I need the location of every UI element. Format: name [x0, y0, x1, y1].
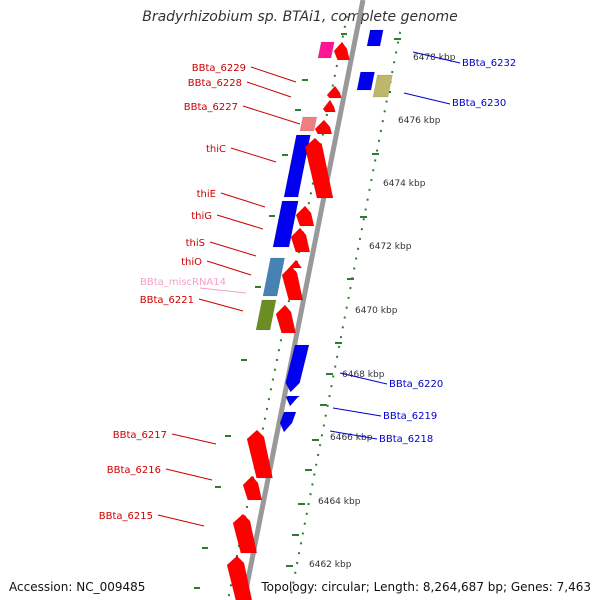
gene-shape-pink [299, 116, 318, 132]
gene-label: BBta_6218 [379, 434, 433, 445]
gene-label-leader [199, 287, 247, 294]
gene-label-leader [216, 214, 264, 230]
gene-shape-bbta-6232 [366, 29, 384, 47]
gene-shape-other [255, 299, 277, 331]
gene-shape-thig [290, 227, 311, 253]
ruler-label: 6470 kbp [355, 306, 398, 316]
gene-shape-forward [226, 555, 253, 600]
gene-label: thiO [181, 257, 202, 268]
gene-shape-bbta-6221 [275, 304, 296, 334]
gene-label: BBta_miscRNA14 [140, 277, 226, 288]
gene-shape-bbta-6215 [232, 513, 258, 554]
gene-label-leader [157, 514, 205, 527]
gene-label: thiE [197, 189, 216, 200]
gene-label: BBta_6230 [452, 98, 506, 109]
gene-label: BBta_6232 [462, 58, 516, 69]
genome-backbone [241, 0, 366, 600]
gene-shape-bbta-6230 [372, 74, 393, 98]
gene-label: BBta_6217 [113, 430, 167, 441]
gene-label: BBta_6215 [99, 511, 153, 522]
gene-label-leader [165, 468, 213, 481]
gene-label: thiC [206, 144, 226, 155]
gene-label: thiS [186, 238, 205, 249]
gene-label: BBta_6221 [140, 295, 194, 306]
outer-track-guide [289, 21, 403, 600]
gene-label: BBta_6219 [383, 411, 437, 422]
gene-shape-thic-blue [283, 134, 311, 198]
ruler-label: 6474 kbp [383, 179, 426, 189]
gene-label-leader [339, 372, 388, 385]
gene-label-leader [412, 51, 461, 64]
gene-shape-thie-blue [272, 200, 299, 248]
map-title: Bradyrhizobium sp. BTAi1, complete genom… [142, 9, 458, 25]
gene-label: BBta_6229 [192, 63, 246, 74]
ruler-label: 6478 kbp [413, 53, 456, 63]
gene-label-leader [250, 66, 297, 83]
gene-shape-bbta-6217 [246, 429, 273, 479]
gene-label: BBta_6227 [184, 102, 238, 113]
gene-label-leader [209, 241, 257, 257]
gene-shape-bbta-6220 [285, 344, 310, 393]
gene-shape-forward [314, 119, 333, 135]
gene-label-leader [230, 147, 277, 163]
gene-shape-bbta-miscrna14 [262, 257, 285, 297]
gene-label: BBta_6216 [107, 465, 161, 476]
gene-label-leader [206, 260, 252, 276]
gene-shape-thic [304, 137, 334, 199]
gene-label-leader [329, 430, 378, 440]
gene-label-leader [246, 81, 292, 98]
gene-label-leader [242, 105, 301, 125]
gene-shape-bbta-6228 [326, 85, 342, 99]
gene-label: BBta_6220 [389, 379, 443, 390]
accession-text: Accession: NC_009485 [9, 580, 146, 594]
gene-label-leader [332, 407, 382, 417]
gene-shape-bbta-6216 [242, 475, 263, 501]
ruler-label: 6462 kbp [309, 560, 352, 570]
gene-label: thiG [191, 211, 212, 222]
gene-label: BBta_6228 [188, 78, 242, 89]
ruler-label: 6476 kbp [398, 116, 441, 126]
gene-shape-thie [295, 205, 315, 227]
ruler-label: 6466 kbp [330, 433, 373, 443]
gene-shape-forward [333, 41, 350, 61]
gene-shape-bbta-6229 [317, 41, 335, 59]
gene-shape-bbta-6218 [279, 411, 297, 433]
ruler-label: 6468 kbp [342, 370, 385, 380]
gene-shape-bbta-6219 [285, 395, 301, 407]
gene-label-leader [171, 433, 217, 445]
ruler-label: 6464 kbp [318, 497, 361, 507]
gene-shape-thio [281, 265, 304, 301]
gene-label-leader [198, 298, 244, 312]
gene-shape-reverse [356, 71, 375, 91]
gene-shape-bbta-6227 [322, 99, 336, 113]
gene-label-leader [220, 192, 266, 208]
gene-label-leader [403, 92, 451, 105]
ruler-label: 6472 kbp [369, 242, 412, 252]
topology-text: Topology: circular; Length: 8,264,687 bp… [261, 580, 591, 594]
